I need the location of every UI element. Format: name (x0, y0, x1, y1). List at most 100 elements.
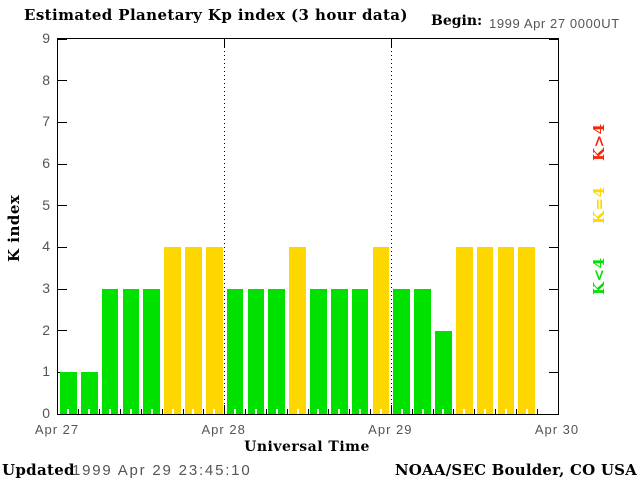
y-tick-label: 1 (42, 363, 50, 380)
bar-base-tick (234, 409, 237, 414)
y-axis-tick (549, 413, 558, 415)
x-axis-tick (286, 409, 288, 414)
bar-base-tick (504, 409, 507, 414)
x-axis-tick (99, 409, 101, 414)
bar-base-tick (254, 409, 257, 414)
y-axis-tick (58, 80, 67, 82)
y-axis-tick (58, 413, 67, 415)
begin-timestamp: 1999 Apr 27 0000UT (489, 16, 620, 31)
bar-base-tick (192, 409, 195, 414)
kp-bar (435, 330, 452, 414)
y-axis-tick (549, 121, 558, 123)
y-axis-tick (549, 371, 558, 373)
day-separator-line (390, 39, 392, 414)
updated-timestamp: 1999 Apr 29 23:45:10 (72, 462, 252, 479)
y-axis-tick (58, 38, 67, 40)
y-axis-tick (58, 246, 67, 248)
bar-base-tick (379, 409, 382, 414)
x-axis-tick (307, 409, 309, 414)
x-axis-tick (265, 409, 267, 414)
day-separator-line (224, 39, 226, 414)
bar-base-tick (88, 409, 91, 414)
legend-item: K=4 (590, 186, 608, 224)
bar-base-tick (421, 409, 424, 414)
kp-bar (518, 247, 536, 414)
y-axis-tick (549, 163, 558, 165)
kp-bar (372, 247, 390, 414)
x-axis-tick (78, 409, 80, 414)
y-axis-tick (58, 288, 67, 290)
x-axis-tick (515, 409, 517, 414)
bar-base-tick (359, 409, 362, 414)
y-axis-tick (58, 163, 67, 165)
bar-base-tick (109, 409, 112, 414)
x-tick-label: Apr 27 (34, 422, 80, 437)
x-tick-label: Apr 29 (368, 422, 413, 437)
y-axis-tick (58, 121, 67, 123)
bar-base-tick (463, 409, 466, 414)
bar-base-tick (442, 409, 445, 414)
bar-base-tick (338, 409, 341, 414)
credit-text: NOAA/SEC Boulder, CO USA (394, 461, 637, 479)
y-tick-label: 8 (42, 71, 50, 88)
bar-base-tick (484, 409, 487, 414)
y-tick-label: 9 (42, 30, 50, 46)
bar-base-tick (171, 409, 174, 414)
kp-bar (80, 372, 98, 414)
x-axis-tick (453, 409, 455, 414)
x-axis-tick (182, 409, 184, 414)
kp-bar (351, 289, 369, 414)
bar-base-tick (317, 409, 320, 414)
y-axis-tick (58, 205, 67, 207)
kp-bar (205, 247, 223, 414)
begin-label: Begin: (431, 13, 483, 29)
y-tick-label: 6 (42, 155, 50, 171)
bar-base-tick (296, 409, 299, 414)
bar-base-tick (213, 409, 216, 414)
bar-base-tick (525, 409, 528, 414)
y-axis-tick (58, 330, 67, 332)
y-tick-label: 5 (42, 196, 50, 213)
y-axis-title: K index (5, 194, 23, 262)
kp-bar (414, 289, 431, 414)
kp-bar (164, 247, 181, 414)
x-tick-label: Apr 30 (534, 422, 580, 437)
x-tick-label: Apr 28 (201, 422, 246, 437)
y-tick-label: 7 (42, 113, 50, 130)
kp-bar (310, 289, 327, 414)
y-tick-label: 3 (42, 280, 50, 296)
kp-bar (330, 289, 348, 414)
x-axis-tick (370, 409, 371, 414)
kp-bar (268, 289, 286, 414)
kp-bar (143, 289, 161, 414)
x-axis-tick (432, 409, 434, 414)
bar-base-tick (150, 409, 153, 414)
kp-bar (101, 289, 119, 414)
y-axis-tick (549, 205, 558, 207)
x-axis-tick (495, 409, 496, 414)
y-axis-tick (549, 330, 558, 332)
y-axis-tick (549, 246, 558, 248)
updated-label: Updated (2, 461, 75, 479)
y-axis-tick (549, 38, 558, 40)
kp-bar (476, 247, 494, 414)
x-axis-tick (474, 409, 476, 414)
bar-base-tick (67, 409, 70, 414)
kp-bar (247, 289, 265, 414)
bar-base-tick (275, 409, 278, 414)
bar-base-tick (129, 409, 132, 414)
x-axis-tick (349, 409, 351, 414)
kp-bar (60, 372, 77, 414)
x-axis-tick (140, 409, 142, 414)
kp-bar (455, 247, 473, 414)
kp-bar (185, 247, 202, 414)
y-tick-label: 4 (42, 238, 50, 255)
kp-bar (289, 247, 306, 414)
x-axis-tick (536, 409, 538, 414)
y-axis-tick (549, 288, 558, 290)
x-axis-tick (203, 409, 205, 414)
kp-bar (226, 289, 244, 414)
legend-item: K<4 (590, 257, 608, 295)
y-axis-tick (549, 80, 558, 82)
